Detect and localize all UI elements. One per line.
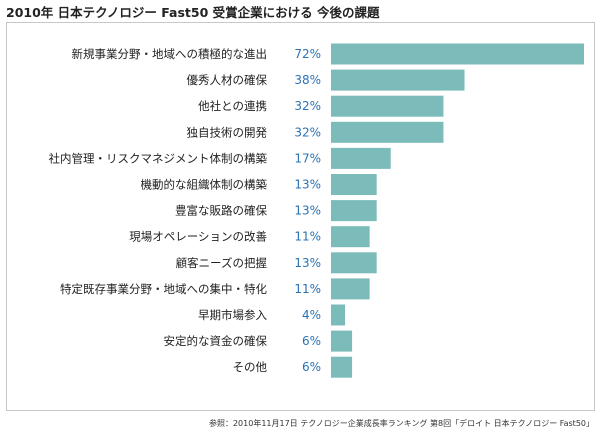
- category-label: 社内管理・リスクマネジメント体制の構築: [49, 151, 268, 165]
- value-label: 38%: [294, 73, 321, 87]
- bar: [331, 278, 370, 300]
- value-label: 32%: [294, 125, 321, 139]
- category-label: 早期市場参入: [198, 308, 267, 322]
- value-label: 6%: [302, 360, 321, 374]
- category-label: 機動的な組織体制の構築: [141, 178, 268, 192]
- bar: [331, 95, 444, 117]
- bar: [331, 356, 353, 378]
- bar: [331, 330, 353, 352]
- value-label: 32%: [294, 99, 321, 113]
- category-label: 安定的な資金の確保: [164, 334, 268, 348]
- bar: [331, 147, 391, 169]
- value-label: 13%: [294, 256, 321, 270]
- chart-frame: 新規事業分野・地域への積極的な進出 72% 優秀人材の確保 38% 他社との連携 32% 独…: [6, 22, 595, 411]
- value-label: 17%: [294, 151, 321, 165]
- bar: [331, 252, 377, 274]
- category-label: 特定既存事業分野・地域への集中・特化: [60, 282, 267, 296]
- chart-title: 2010年 日本テクノロジー Fast50 受賞企業における 今後の課題: [6, 5, 380, 20]
- category-label: 新規事業分野・地域への積極的な進出: [72, 47, 268, 61]
- category-label: 豊富な販路の確保: [175, 204, 267, 218]
- value-label: 13%: [294, 204, 321, 218]
- category-label: 現場オペレーションの改善: [129, 230, 267, 244]
- bar-chart: 新規事業分野・地域への積極的な進出 72% 優秀人材の確保 38% 他社との連携 32% 独…: [49, 43, 584, 378]
- value-label: 6%: [302, 334, 321, 348]
- category-label: 独自技術の開発: [187, 125, 268, 139]
- category-label: 顧客ニーズの把握: [176, 256, 268, 270]
- bar: [331, 174, 377, 195]
- bar: [331, 304, 346, 326]
- category-label: 他社との連携: [198, 99, 267, 113]
- value-label: 4%: [302, 308, 321, 322]
- bar: [331, 69, 465, 91]
- bar: [331, 121, 444, 143]
- bar: [331, 200, 377, 222]
- category-label: 優秀人材の確保: [187, 73, 268, 87]
- bar: [331, 43, 584, 65]
- value-label: 11%: [294, 282, 321, 296]
- source-footnote: 参照：2010年11月17日 テクノロジー企業成長率ランキング 第8回「デロイト…: [208, 419, 594, 428]
- value-label: 13%: [294, 178, 321, 192]
- value-label: 72%: [294, 47, 321, 61]
- value-label: 11%: [294, 230, 321, 244]
- bar: [331, 226, 370, 248]
- category-label: その他: [233, 360, 268, 374]
